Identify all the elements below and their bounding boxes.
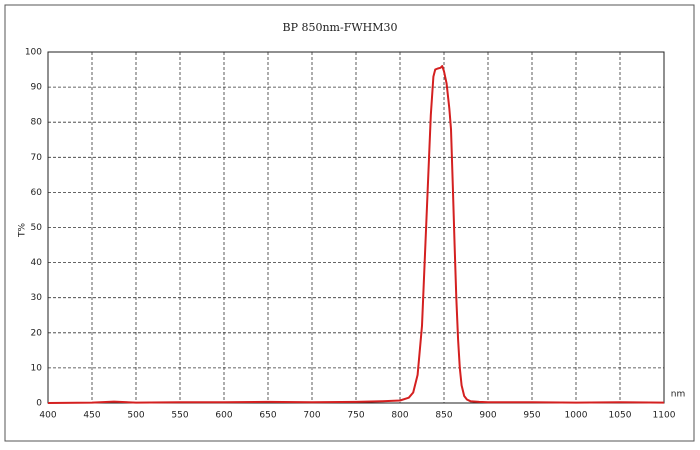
y-tick-label: 60	[31, 188, 43, 198]
x-tick-label: 650	[259, 411, 276, 421]
x-tick-label: 1100	[653, 411, 676, 421]
y-tick-label: 0	[36, 399, 42, 409]
x-axis-label: nm	[671, 390, 685, 400]
x-tick-label: 700	[303, 411, 320, 421]
x-tick-label: 1000	[565, 411, 588, 421]
y-tick-label: 100	[25, 48, 42, 58]
x-tick-label: 800	[391, 411, 408, 421]
x-tick-label: 500	[127, 411, 144, 421]
y-tick-label: 70	[31, 153, 43, 163]
x-tick-label: 600	[215, 411, 232, 421]
y-tick-label: 40	[31, 258, 43, 268]
y-tick-label: 30	[31, 293, 43, 303]
plot-border	[47, 51, 665, 404]
y-tick-label: 20	[31, 328, 43, 338]
x-tick-label: 900	[479, 411, 496, 421]
x-tick-label: 1050	[609, 411, 632, 421]
y-tick-label: 90	[31, 83, 43, 93]
x-tick-label: 950	[523, 411, 540, 421]
data-line	[47, 65, 665, 404]
x-tick-label: 750	[347, 411, 364, 421]
y-tick-label: 10	[31, 363, 43, 373]
x-tick-label: 400	[39, 411, 56, 421]
y-tick-label: 50	[31, 223, 43, 233]
y-tick-label: 80	[31, 118, 43, 128]
x-tick-label: 450	[83, 411, 100, 421]
frame	[4, 4, 695, 442]
y-axis-label: T%	[18, 223, 28, 238]
x-tick-label: 550	[171, 411, 188, 421]
x-tick-label: 850	[435, 411, 452, 421]
chart-title: BP 850nm-FWHM30	[282, 21, 397, 34]
